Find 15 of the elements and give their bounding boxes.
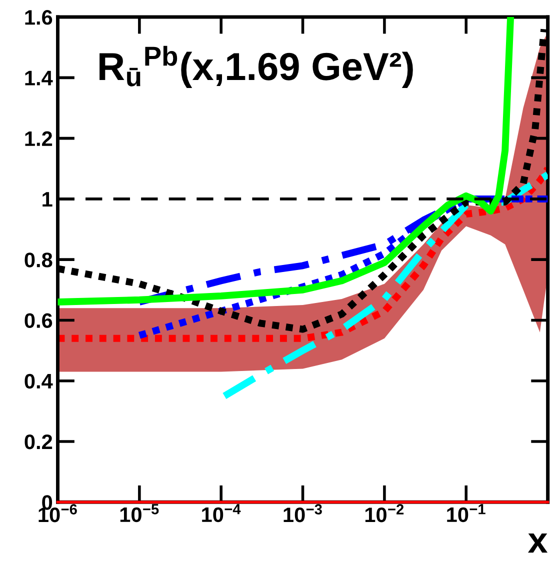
x-tick-label: 10$^{−2}$ — [365, 504, 404, 522]
y-tick-label: 1 — [42, 192, 52, 206]
x-tick-label: 10$^{−4}$ — [202, 504, 241, 522]
x-tick-label: 10$^{−5}$ — [120, 504, 159, 522]
y-tick-label: 0.2 — [24, 434, 52, 450]
y-tick-label: 0.6 — [24, 313, 52, 328]
text: R$_{ū}$$^{Pb}$(x,1.69 GeV²) — [100, 46, 413, 88]
y-tick-label: 0.4 — [24, 374, 53, 389]
x-axis-title: x — [528, 533, 548, 553]
y-tick-label: 1.6 — [25, 10, 52, 25]
x-tick-label: 10$^{−1}$ — [447, 504, 486, 522]
y-tick-label: 1.2 — [25, 131, 52, 146]
y-tick-label: 1.4 — [25, 70, 53, 86]
x-tick-label: 10$^{−3}$ — [284, 504, 322, 522]
y-tick-label: 0.8 — [24, 252, 52, 268]
